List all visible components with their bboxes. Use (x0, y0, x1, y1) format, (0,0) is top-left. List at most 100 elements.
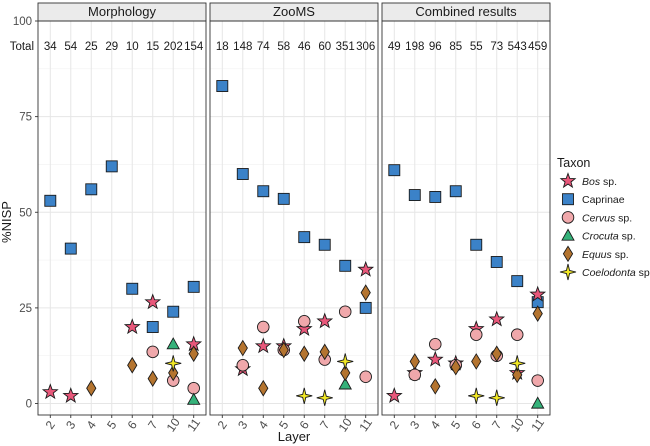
legend-key-crocuta (561, 228, 575, 241)
data-point-equus (299, 345, 310, 363)
legend-key-equus (562, 245, 574, 263)
totals-row-label: Total (10, 41, 34, 53)
total-label: 148 (233, 41, 252, 53)
total-label: 96 (429, 41, 442, 53)
data-point-crocuta (338, 377, 352, 390)
x-tick-label: 2 (215, 418, 230, 432)
data-point-cervus (531, 374, 544, 387)
total-label: 73 (490, 41, 503, 53)
data-point-equus (86, 379, 97, 397)
data-point-cervus (359, 370, 372, 383)
x-tick-label: 2 (43, 418, 58, 432)
data-point-coelodonta (488, 389, 505, 406)
legend-label-caprinae: Caprinae (582, 194, 625, 206)
data-point-cervus (297, 315, 311, 328)
total-label: 58 (277, 41, 290, 53)
data-point-cervus (338, 305, 352, 318)
x-axis-label: Layer (278, 429, 311, 444)
data-point-equus (360, 284, 371, 301)
data-point-caprinae (511, 275, 524, 288)
data-point-coelodonta (468, 387, 485, 404)
panel-title: Morphology (88, 4, 156, 19)
x-tick-label: 10 (336, 415, 355, 434)
total-label: 34 (44, 41, 57, 53)
x-tick-label: 6 (125, 418, 140, 432)
legend-genus: Equus (582, 249, 613, 261)
data-point-caprinae (167, 305, 180, 318)
x-tick-label: 11 (184, 416, 203, 435)
panel-title: ZooMS (273, 4, 315, 19)
data-point-crocuta (530, 396, 545, 409)
data-point-coelodonta (165, 355, 182, 372)
y-tick-label: 100 (13, 16, 32, 28)
total-label: 74 (257, 41, 270, 53)
x-tick-label: 2 (387, 418, 402, 432)
total-label: 154 (184, 41, 204, 53)
data-point-coelodonta (296, 387, 313, 404)
data-point-caprinae (298, 231, 311, 244)
legend-genus: Coelodonta (582, 267, 636, 279)
total-label: 85 (449, 41, 462, 53)
legend-label-coelodonta: Coelodonta sp. (582, 267, 650, 279)
x-tick-label: 3 (235, 418, 250, 432)
x-tick-label: 5 (104, 418, 119, 432)
total-label: 55 (470, 41, 483, 53)
data-point-bos (123, 318, 141, 335)
data-point-cervus (257, 320, 270, 334)
data-point-coelodonta (337, 353, 354, 370)
data-point-caprinae (236, 168, 249, 180)
data-point-caprinae (146, 321, 159, 333)
legend-label-equus: Equus sp. (582, 249, 629, 261)
x-tick-label: 5 (448, 418, 463, 432)
legend-label-bos: Bos sp. (582, 176, 617, 188)
data-point-equus (430, 377, 441, 395)
x-tick-label: 11 (356, 416, 375, 435)
data-point-equus (258, 379, 269, 397)
panel-border (37, 20, 207, 416)
data-point-equus (450, 358, 461, 376)
x-tick-label: 3 (407, 418, 422, 432)
legend-suffix: sp. (615, 212, 632, 224)
total-label: 459 (528, 41, 547, 53)
data-point-bos (529, 285, 547, 302)
legend-suffix: sp. (612, 249, 629, 261)
x-tick-label: 11 (528, 416, 547, 435)
data-point-equus (147, 370, 158, 388)
data-point-equus (127, 356, 138, 374)
x-tick-label: 3 (63, 418, 78, 432)
x-tick-label: 4 (428, 418, 443, 432)
data-point-caprinae (216, 80, 229, 92)
y-tick-label: 50 (19, 207, 32, 219)
total-label: 351 (336, 41, 355, 53)
data-point-caprinae (64, 242, 77, 255)
panel-border (209, 20, 379, 416)
legend-genus: Bos (582, 176, 601, 188)
data-point-caprinae (277, 192, 290, 205)
data-point-cervus (408, 368, 422, 382)
data-point-cervus (429, 337, 442, 351)
panel-title: Combined results (415, 4, 517, 19)
data-point-equus (278, 341, 289, 359)
data-point-caprinae (388, 164, 401, 177)
data-point-bos (488, 310, 506, 327)
data-point-equus (491, 345, 502, 363)
total-label: 202 (164, 41, 183, 53)
data-point-caprinae (429, 191, 442, 203)
data-point-cervus (236, 359, 250, 372)
total-label: 60 (318, 41, 331, 53)
y-tick-label: 25 (19, 303, 32, 315)
legend-suffix: sp. (636, 267, 650, 279)
panel-background (382, 21, 550, 415)
data-point-bos (62, 387, 80, 404)
data-point-equus (340, 364, 351, 382)
data-point-caprinae (257, 185, 270, 198)
legend-genus: Crocuta (582, 231, 619, 243)
total-label: 29 (105, 41, 118, 53)
data-point-caprinae (359, 301, 372, 314)
y-tick-label: 0 (26, 399, 32, 411)
x-tick-label: 7 (317, 418, 332, 432)
data-point-bos (385, 387, 403, 404)
